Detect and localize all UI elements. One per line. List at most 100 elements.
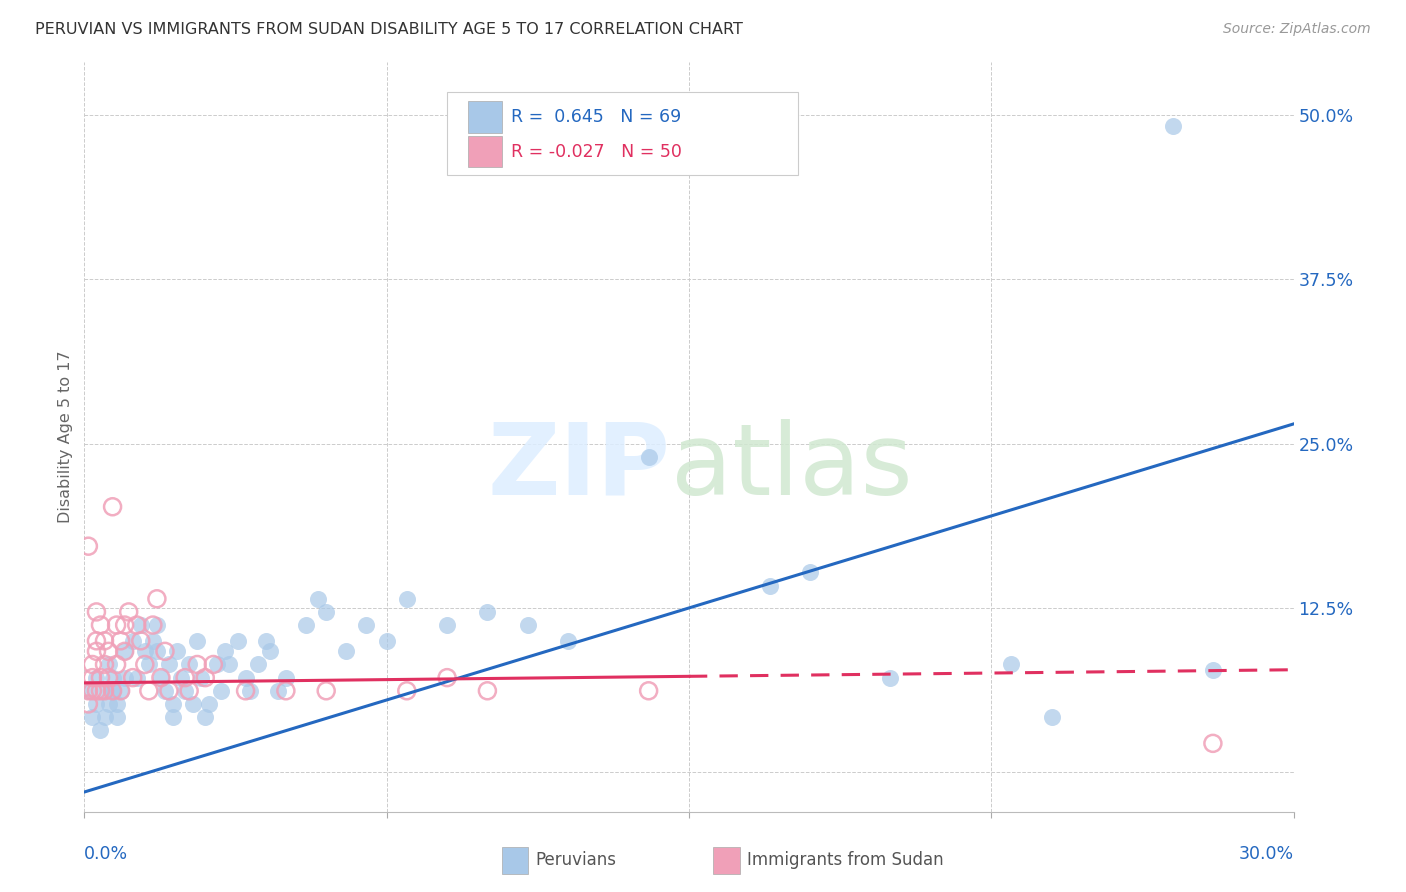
Point <box>194 671 217 685</box>
Point <box>110 683 132 698</box>
Point <box>235 683 257 698</box>
Point <box>1202 663 1225 677</box>
Point <box>477 605 499 619</box>
Point <box>174 683 197 698</box>
Point <box>82 683 104 698</box>
Text: Source: ZipAtlas.com: Source: ZipAtlas.com <box>1223 22 1371 37</box>
Point <box>758 579 780 593</box>
Text: Peruvians: Peruvians <box>536 852 616 870</box>
FancyBboxPatch shape <box>468 102 502 133</box>
Point <box>93 710 115 724</box>
Text: R = -0.027   N = 50: R = -0.027 N = 50 <box>512 143 682 161</box>
Point <box>86 644 108 658</box>
Point <box>226 633 249 648</box>
Point <box>129 633 152 648</box>
Point <box>315 605 337 619</box>
Point <box>146 618 169 632</box>
Point <box>77 697 100 711</box>
Point <box>97 697 120 711</box>
FancyBboxPatch shape <box>447 93 797 175</box>
Point <box>166 644 188 658</box>
Point <box>142 633 165 648</box>
Point <box>637 683 659 698</box>
Point <box>254 633 277 648</box>
Point <box>142 618 165 632</box>
Text: ZIP: ZIP <box>488 418 671 516</box>
Point <box>105 710 128 724</box>
Point <box>138 657 160 672</box>
Point <box>375 633 398 648</box>
Point <box>235 671 257 685</box>
Point <box>436 618 458 632</box>
Text: 0.0%: 0.0% <box>84 845 128 863</box>
Point <box>77 539 100 553</box>
Point <box>879 671 901 685</box>
Point <box>93 683 115 698</box>
Y-axis label: Disability Age 5 to 17: Disability Age 5 to 17 <box>58 351 73 524</box>
Point <box>315 683 337 698</box>
Point <box>86 671 108 685</box>
Point <box>307 591 329 606</box>
Point <box>436 671 458 685</box>
Point <box>114 671 136 685</box>
Point <box>82 657 104 672</box>
Point <box>82 710 104 724</box>
Point <box>146 591 169 606</box>
Point <box>114 618 136 632</box>
Point <box>149 671 172 685</box>
Point <box>101 683 124 698</box>
Text: PERUVIAN VS IMMIGRANTS FROM SUDAN DISABILITY AGE 5 TO 17 CORRELATION CHART: PERUVIAN VS IMMIGRANTS FROM SUDAN DISABI… <box>35 22 742 37</box>
Point <box>105 657 128 672</box>
Point <box>110 683 132 698</box>
Point <box>129 618 152 632</box>
Point <box>118 605 141 619</box>
Point <box>239 683 262 698</box>
Text: 30.0%: 30.0% <box>1239 845 1294 863</box>
Point <box>105 697 128 711</box>
Point <box>218 657 240 672</box>
Point <box>149 671 172 685</box>
Point <box>114 644 136 658</box>
Point <box>105 618 128 632</box>
Point <box>125 618 148 632</box>
Point <box>516 618 538 632</box>
Point <box>101 500 124 514</box>
Point <box>259 644 281 658</box>
Point <box>134 657 156 672</box>
Point <box>170 671 193 685</box>
Text: Immigrants from Sudan: Immigrants from Sudan <box>747 852 943 870</box>
Point <box>77 683 100 698</box>
Point <box>89 683 111 698</box>
FancyBboxPatch shape <box>468 136 502 168</box>
Point <box>146 644 169 658</box>
Point <box>174 671 197 685</box>
Point <box>86 683 108 698</box>
Point <box>82 671 104 685</box>
Point <box>181 697 204 711</box>
Point <box>114 644 136 658</box>
Text: R =  0.645   N = 69: R = 0.645 N = 69 <box>512 108 682 126</box>
Point <box>89 618 111 632</box>
Point <box>86 633 108 648</box>
Point <box>356 618 378 632</box>
Point <box>93 633 115 648</box>
Point <box>1202 736 1225 750</box>
Point <box>202 657 225 672</box>
Point <box>557 633 579 648</box>
Point <box>395 591 418 606</box>
Point <box>637 450 659 464</box>
Point <box>799 566 821 580</box>
Point <box>1000 657 1022 672</box>
Point <box>93 657 115 672</box>
Point <box>198 697 221 711</box>
Point <box>121 671 143 685</box>
Point <box>186 633 208 648</box>
Point <box>86 605 108 619</box>
Point <box>157 683 180 698</box>
Point <box>194 710 217 724</box>
Point <box>179 657 201 672</box>
Point <box>162 710 184 724</box>
Point <box>89 723 111 738</box>
Point <box>157 657 180 672</box>
Point <box>138 683 160 698</box>
